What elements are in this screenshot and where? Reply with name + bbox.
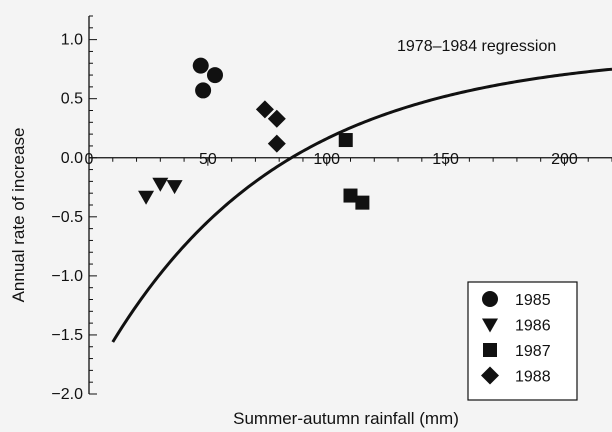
legend-marker-1988 [481,366,499,385]
y-axis-label: Annual rate of increase [9,128,28,303]
x-tick-label: 100 [313,151,340,168]
x-tick-label: 150 [432,151,459,168]
legend-label-1987: 1987 [515,343,551,360]
regression-curve [111,67,612,343]
legend-label-1988: 1988 [515,369,551,386]
x-axis-label: Summer-autumn rainfall (mm) [233,409,459,428]
y-tick-label: −2.0 [51,386,83,403]
point-1985 [206,67,223,84]
point-1986 [152,177,169,192]
point-1988 [267,109,286,128]
point-1988 [255,100,274,119]
legend-label-1985: 1985 [515,292,551,309]
point-1986 [138,190,155,205]
legend-marker-1987 [483,343,497,357]
legend-marker-1986 [482,318,498,333]
legend: 1985 1986 1987 1988 [467,281,578,401]
point-1987 [343,188,358,203]
point-1987 [355,195,370,210]
x-tick-label: 50 [199,151,217,168]
tick-labels: −2.0 −1.5 −1.0 −0.5 0.0 0.5 1.0 0 50 100 150 200 [51,32,577,403]
data-points [138,57,370,210]
legend-marker-1985 [482,291,498,307]
legend-items: 1985 1986 1987 1988 [481,291,551,386]
point-1985 [195,82,212,99]
regression-label: 1978–1984 regression [397,38,556,55]
point-1988 [267,134,286,153]
y-tick-label: −1.5 [51,327,83,344]
y-tick-label: 1.0 [61,32,83,49]
legend-label-1986: 1986 [515,318,551,335]
x-tick-label: 200 [551,151,578,168]
y-tick-label: 0.5 [61,91,83,108]
point-1987 [338,133,353,148]
x-tick-label: 0 [85,151,94,168]
y-tick-label: 0.0 [61,150,83,167]
y-tick-label: −0.5 [51,209,83,226]
point-1985 [192,57,209,74]
y-tick-label: −1.0 [51,268,83,285]
tick-marks [88,15,612,395]
point-1986 [166,180,183,195]
